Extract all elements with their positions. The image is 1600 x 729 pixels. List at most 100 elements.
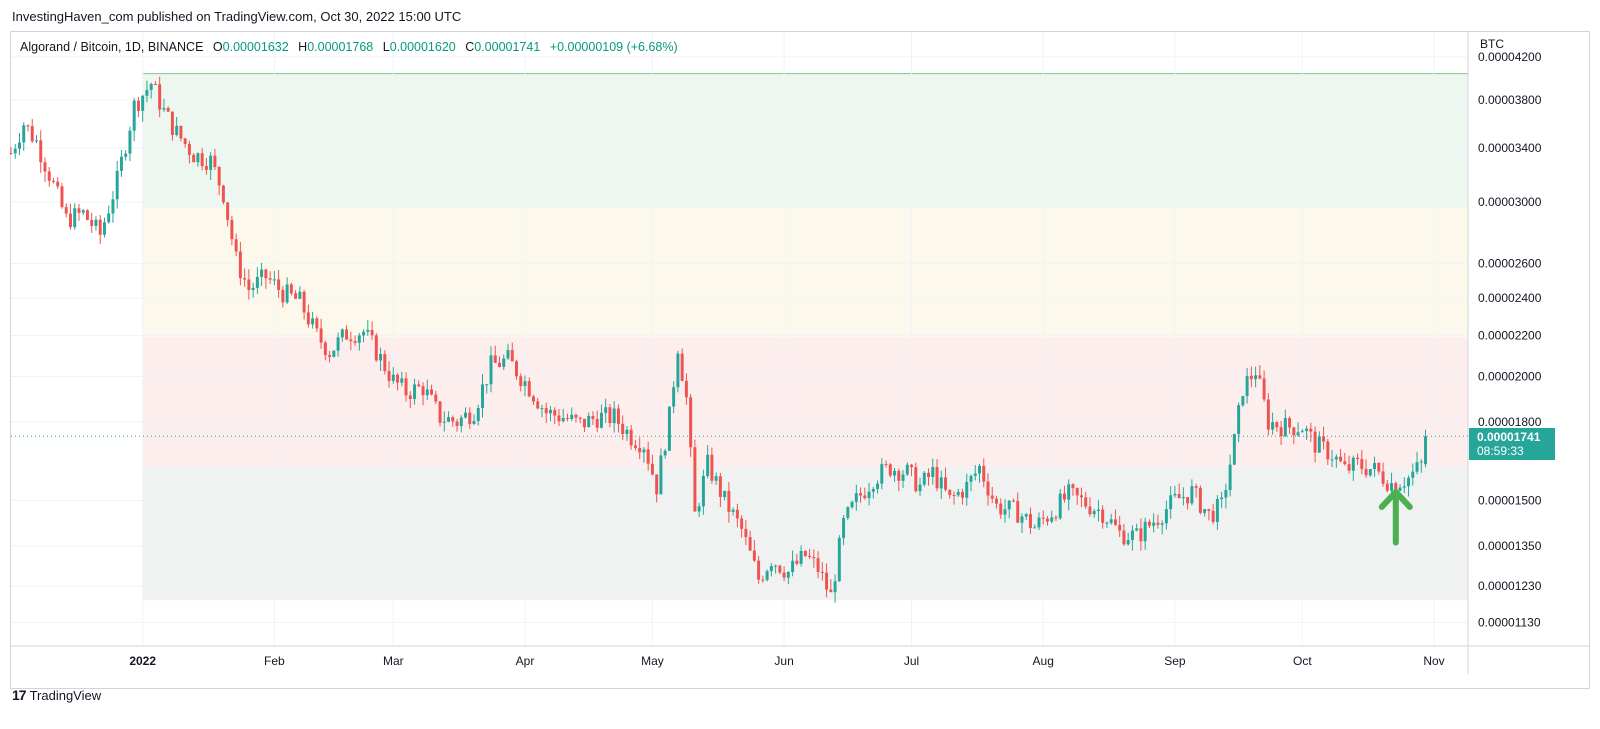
change-value: +0.00000109 (+6.68%) bbox=[549, 40, 678, 54]
candle-body bbox=[315, 318, 319, 329]
candle-body bbox=[107, 213, 111, 223]
candle-body bbox=[1045, 518, 1049, 522]
zone-yellow bbox=[142, 207, 1468, 338]
candle-body bbox=[1122, 530, 1126, 545]
candle-body bbox=[349, 339, 353, 342]
candle-body bbox=[1215, 499, 1219, 523]
candle-body bbox=[272, 279, 276, 281]
candle-body bbox=[374, 335, 378, 361]
candle-body bbox=[880, 464, 884, 484]
candle-body bbox=[1147, 521, 1151, 526]
symbol-label[interactable]: Algorand / Bitcoin, 1D, BINANCE bbox=[20, 40, 204, 54]
candle-body bbox=[493, 355, 497, 363]
candle-body bbox=[519, 376, 523, 386]
candle-body bbox=[502, 358, 506, 367]
candle-body bbox=[591, 415, 595, 420]
candle-body bbox=[464, 412, 468, 418]
candle-body bbox=[277, 279, 281, 290]
annotations bbox=[11, 435, 1468, 546]
candle-body bbox=[986, 481, 990, 496]
candle-body bbox=[961, 491, 964, 498]
candle-body bbox=[468, 412, 472, 424]
candle-body bbox=[1050, 517, 1054, 522]
candle-body bbox=[595, 419, 599, 428]
candle-body bbox=[697, 506, 701, 512]
candle-body bbox=[1024, 514, 1028, 517]
candle-body bbox=[1254, 375, 1258, 380]
candle-body bbox=[1211, 510, 1215, 523]
price-zones bbox=[142, 73, 1468, 601]
candle-body bbox=[1101, 509, 1105, 523]
candle-body bbox=[1054, 517, 1058, 519]
candle-body bbox=[1228, 464, 1232, 491]
candle-body bbox=[170, 111, 174, 135]
candle-body bbox=[1322, 436, 1326, 442]
candle-body bbox=[1160, 523, 1164, 525]
candle-body bbox=[124, 153, 128, 157]
x-tick-label: Feb bbox=[264, 654, 285, 668]
x-tick-label: Jun bbox=[774, 654, 793, 668]
candle-body bbox=[931, 467, 935, 478]
candle-body bbox=[1317, 436, 1321, 453]
candle-body bbox=[1067, 484, 1071, 500]
low-value: 0.00001620 bbox=[389, 40, 456, 54]
candle-body bbox=[1339, 456, 1343, 462]
candle-body bbox=[132, 100, 136, 131]
candle-body bbox=[948, 489, 952, 496]
candle-body bbox=[1139, 528, 1143, 542]
candle-body bbox=[625, 429, 629, 435]
candle-body bbox=[179, 125, 183, 139]
candle-body bbox=[1249, 375, 1253, 380]
candle-body bbox=[578, 417, 582, 419]
candle-body bbox=[60, 186, 64, 208]
candle-body bbox=[56, 181, 60, 187]
candle-body bbox=[1194, 486, 1198, 488]
candle-body bbox=[209, 155, 213, 170]
candle-body bbox=[1398, 487, 1402, 491]
brand-name: TradingView bbox=[29, 687, 102, 703]
candle-body bbox=[808, 555, 812, 558]
candle-body bbox=[238, 251, 242, 279]
candle-body bbox=[73, 208, 77, 228]
candle-body bbox=[153, 84, 157, 86]
candle-body bbox=[1296, 432, 1300, 436]
y-tick-label: 0.00003800 bbox=[1478, 93, 1542, 107]
candle-body bbox=[646, 449, 650, 464]
candle-body bbox=[366, 329, 370, 332]
y-tick-label: 0.00003400 bbox=[1478, 141, 1542, 155]
candle-body bbox=[1415, 462, 1419, 472]
candle-body bbox=[183, 138, 187, 144]
candle-body bbox=[1156, 522, 1160, 525]
candle-body bbox=[357, 335, 361, 343]
candle-body bbox=[213, 155, 217, 167]
candle-body bbox=[540, 408, 544, 410]
candle-body bbox=[1113, 519, 1117, 525]
candle-body bbox=[1351, 457, 1355, 471]
candle-body bbox=[158, 84, 162, 110]
candle-body bbox=[927, 472, 931, 478]
candle-body bbox=[1292, 427, 1296, 436]
candle-body bbox=[1126, 540, 1130, 545]
candle-body bbox=[489, 355, 493, 385]
candle-body bbox=[192, 154, 196, 163]
candle-body bbox=[119, 156, 123, 171]
footer-branding[interactable]: 17 TradingView bbox=[12, 687, 101, 703]
candle-body bbox=[561, 418, 565, 422]
candle-body bbox=[1394, 483, 1398, 491]
candle-body bbox=[863, 495, 867, 499]
candle-body bbox=[472, 420, 476, 424]
candle-body bbox=[1181, 497, 1185, 499]
candle-body bbox=[175, 125, 179, 135]
last-price: 0.00001741 bbox=[1477, 430, 1541, 444]
candle-body bbox=[447, 417, 451, 422]
candle-body bbox=[1041, 517, 1045, 519]
candle-body bbox=[353, 341, 357, 343]
candle-body bbox=[731, 509, 735, 512]
candle-body bbox=[1164, 509, 1168, 524]
candle-body bbox=[570, 414, 574, 420]
candle-body bbox=[264, 269, 268, 279]
candle-body bbox=[64, 207, 68, 214]
candle-body bbox=[718, 476, 722, 497]
candle-body bbox=[510, 350, 514, 362]
